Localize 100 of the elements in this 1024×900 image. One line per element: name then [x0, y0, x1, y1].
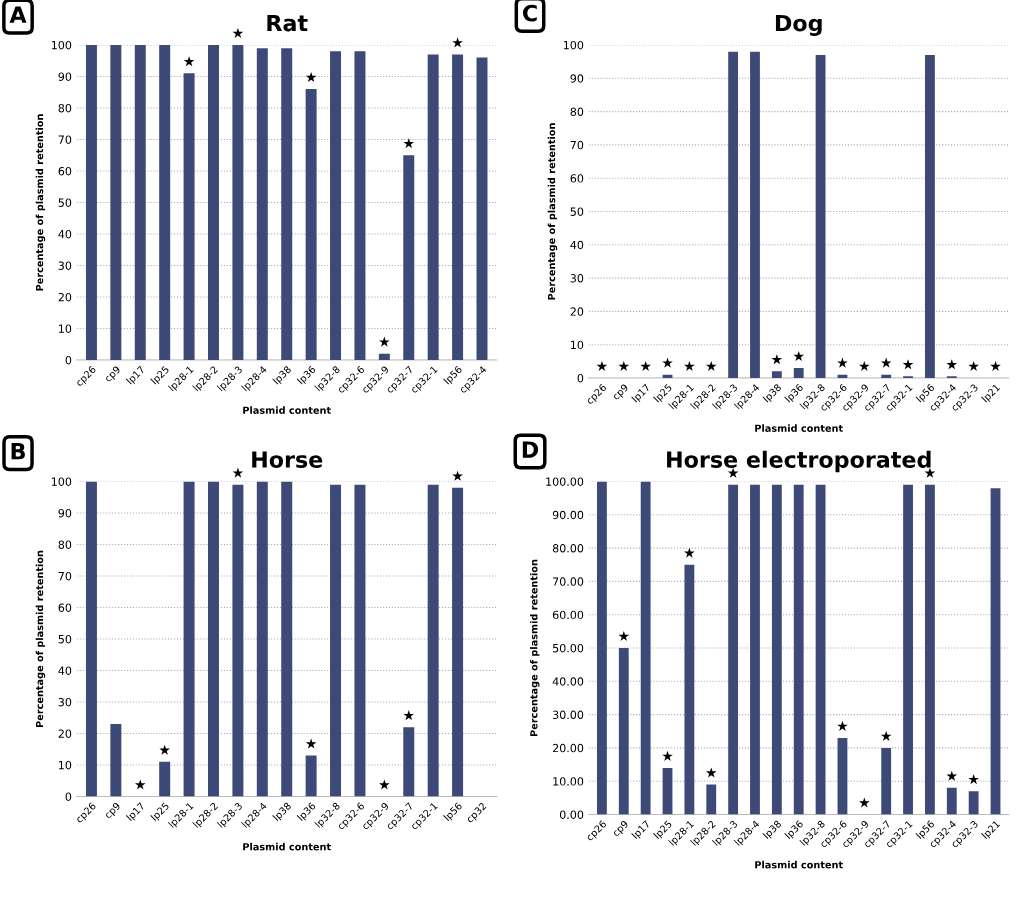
bar [183, 481, 195, 797]
y-tick-label: 90 [58, 508, 72, 518]
bar [159, 761, 171, 797]
annotation: ★ [379, 779, 390, 790]
bar [256, 48, 268, 360]
y-tick-label: 90 [58, 72, 72, 81]
annotation: ★ [968, 774, 979, 785]
y-tick-label: 10.00 [553, 777, 584, 786]
y-tick-label: 60 [570, 174, 584, 183]
annotation: ★ [403, 710, 415, 721]
y-axis-title: Percentage of plasmid retention [35, 114, 46, 291]
annotation: ★ [968, 360, 979, 372]
annotation: ★ [232, 467, 244, 478]
text: D [522, 441, 539, 458]
annotation: ★ [705, 360, 717, 372]
bar [662, 767, 673, 815]
y-tick-label: 20 [58, 292, 72, 302]
annotation: ★ [305, 72, 317, 83]
bar [476, 57, 488, 360]
bar [925, 484, 935, 815]
bar [452, 487, 464, 797]
y-tick-label: 60 [58, 603, 72, 612]
y-tick-label: 100.00 [546, 477, 584, 486]
annotation: ★ [684, 547, 695, 558]
bar [597, 481, 607, 815]
bar [750, 484, 760, 815]
annotation: ★ [837, 357, 848, 368]
y-tick-label: 30 [58, 697, 72, 707]
y-tick-label: 60 [58, 166, 72, 176]
x-axis-title: Plasmid content [755, 424, 843, 432]
y-tick-label: 20 [58, 729, 72, 738]
text: C [522, 4, 537, 22]
bar [815, 484, 826, 815]
bar [305, 755, 317, 797]
annotation: ★ [662, 357, 673, 368]
y-tick-label: 80.00 [552, 544, 584, 553]
annotation: ★ [771, 354, 783, 365]
y-tick-label: 80 [570, 107, 584, 116]
chart-title: Horse [252, 451, 323, 468]
bar [793, 368, 804, 378]
y-tick-label: 70 [58, 135, 72, 144]
y-axis-title: Percentage of plasmid retention [530, 559, 540, 737]
annotation: ★ [452, 37, 463, 48]
y-tick-label: 40 [570, 240, 584, 250]
y-tick-label: 0.00 [559, 810, 584, 819]
bar [881, 374, 892, 378]
y-tick-label: 30 [58, 261, 72, 270]
annotation: ★ [859, 360, 870, 372]
annotation: ★ [705, 767, 717, 778]
annotation: ★ [946, 770, 958, 781]
y-tick-label: 80 [58, 540, 72, 549]
y-tick-label: 80 [58, 103, 72, 113]
x-axis-title: Plasmid content [755, 860, 843, 869]
bar [728, 484, 739, 815]
y-tick-label: 50 [570, 207, 584, 216]
x-tick-label: cp9 [611, 383, 630, 402]
bar [925, 54, 935, 378]
annotation: ★ [618, 630, 630, 642]
y-tick-label: 60.00 [552, 610, 584, 620]
annotation: ★ [640, 360, 651, 372]
bar [403, 155, 415, 360]
bar [968, 791, 979, 815]
annotation: ★ [990, 360, 1001, 372]
bar [706, 784, 717, 815]
bar [750, 51, 760, 378]
text: B [11, 443, 25, 460]
x-axis-title: Plasmid content [243, 842, 331, 851]
annotation: ★ [684, 360, 695, 372]
y-tick-label: 100 [563, 40, 584, 50]
bar [946, 787, 957, 815]
bar [684, 564, 695, 815]
bar [354, 51, 366, 360]
bar [427, 484, 439, 797]
y-tick-label: 0 [65, 355, 72, 365]
y-tick-label: 40.00 [552, 677, 584, 686]
bar [85, 481, 97, 797]
bar [771, 484, 782, 815]
bar [403, 727, 415, 797]
y-tick-label: 40 [58, 229, 72, 239]
bar [903, 484, 913, 815]
bar [771, 371, 782, 378]
annotation: ★ [596, 360, 608, 372]
y-tick-label: 20.00 [552, 743, 584, 753]
y-tick-label: 30 [570, 274, 584, 283]
annotation: ★ [793, 350, 805, 362]
annotation: ★ [880, 730, 892, 741]
bar [232, 484, 244, 797]
annotation: ★ [452, 470, 463, 481]
bar [85, 45, 97, 360]
annotation: ★ [946, 359, 958, 370]
y-tick-label: 10 [59, 324, 72, 333]
y-axis-title: Percentage of plasmid retention [35, 550, 46, 728]
annotation: ★ [618, 360, 630, 372]
chart-title: Dog [775, 14, 822, 36]
x-tick-label: cp9 [103, 365, 123, 384]
y-tick-label: 50 [58, 198, 72, 207]
y-tick-label: 100 [51, 477, 72, 486]
annotation: ★ [880, 357, 892, 368]
annotation: ★ [837, 720, 848, 731]
annotation: ★ [403, 138, 415, 149]
